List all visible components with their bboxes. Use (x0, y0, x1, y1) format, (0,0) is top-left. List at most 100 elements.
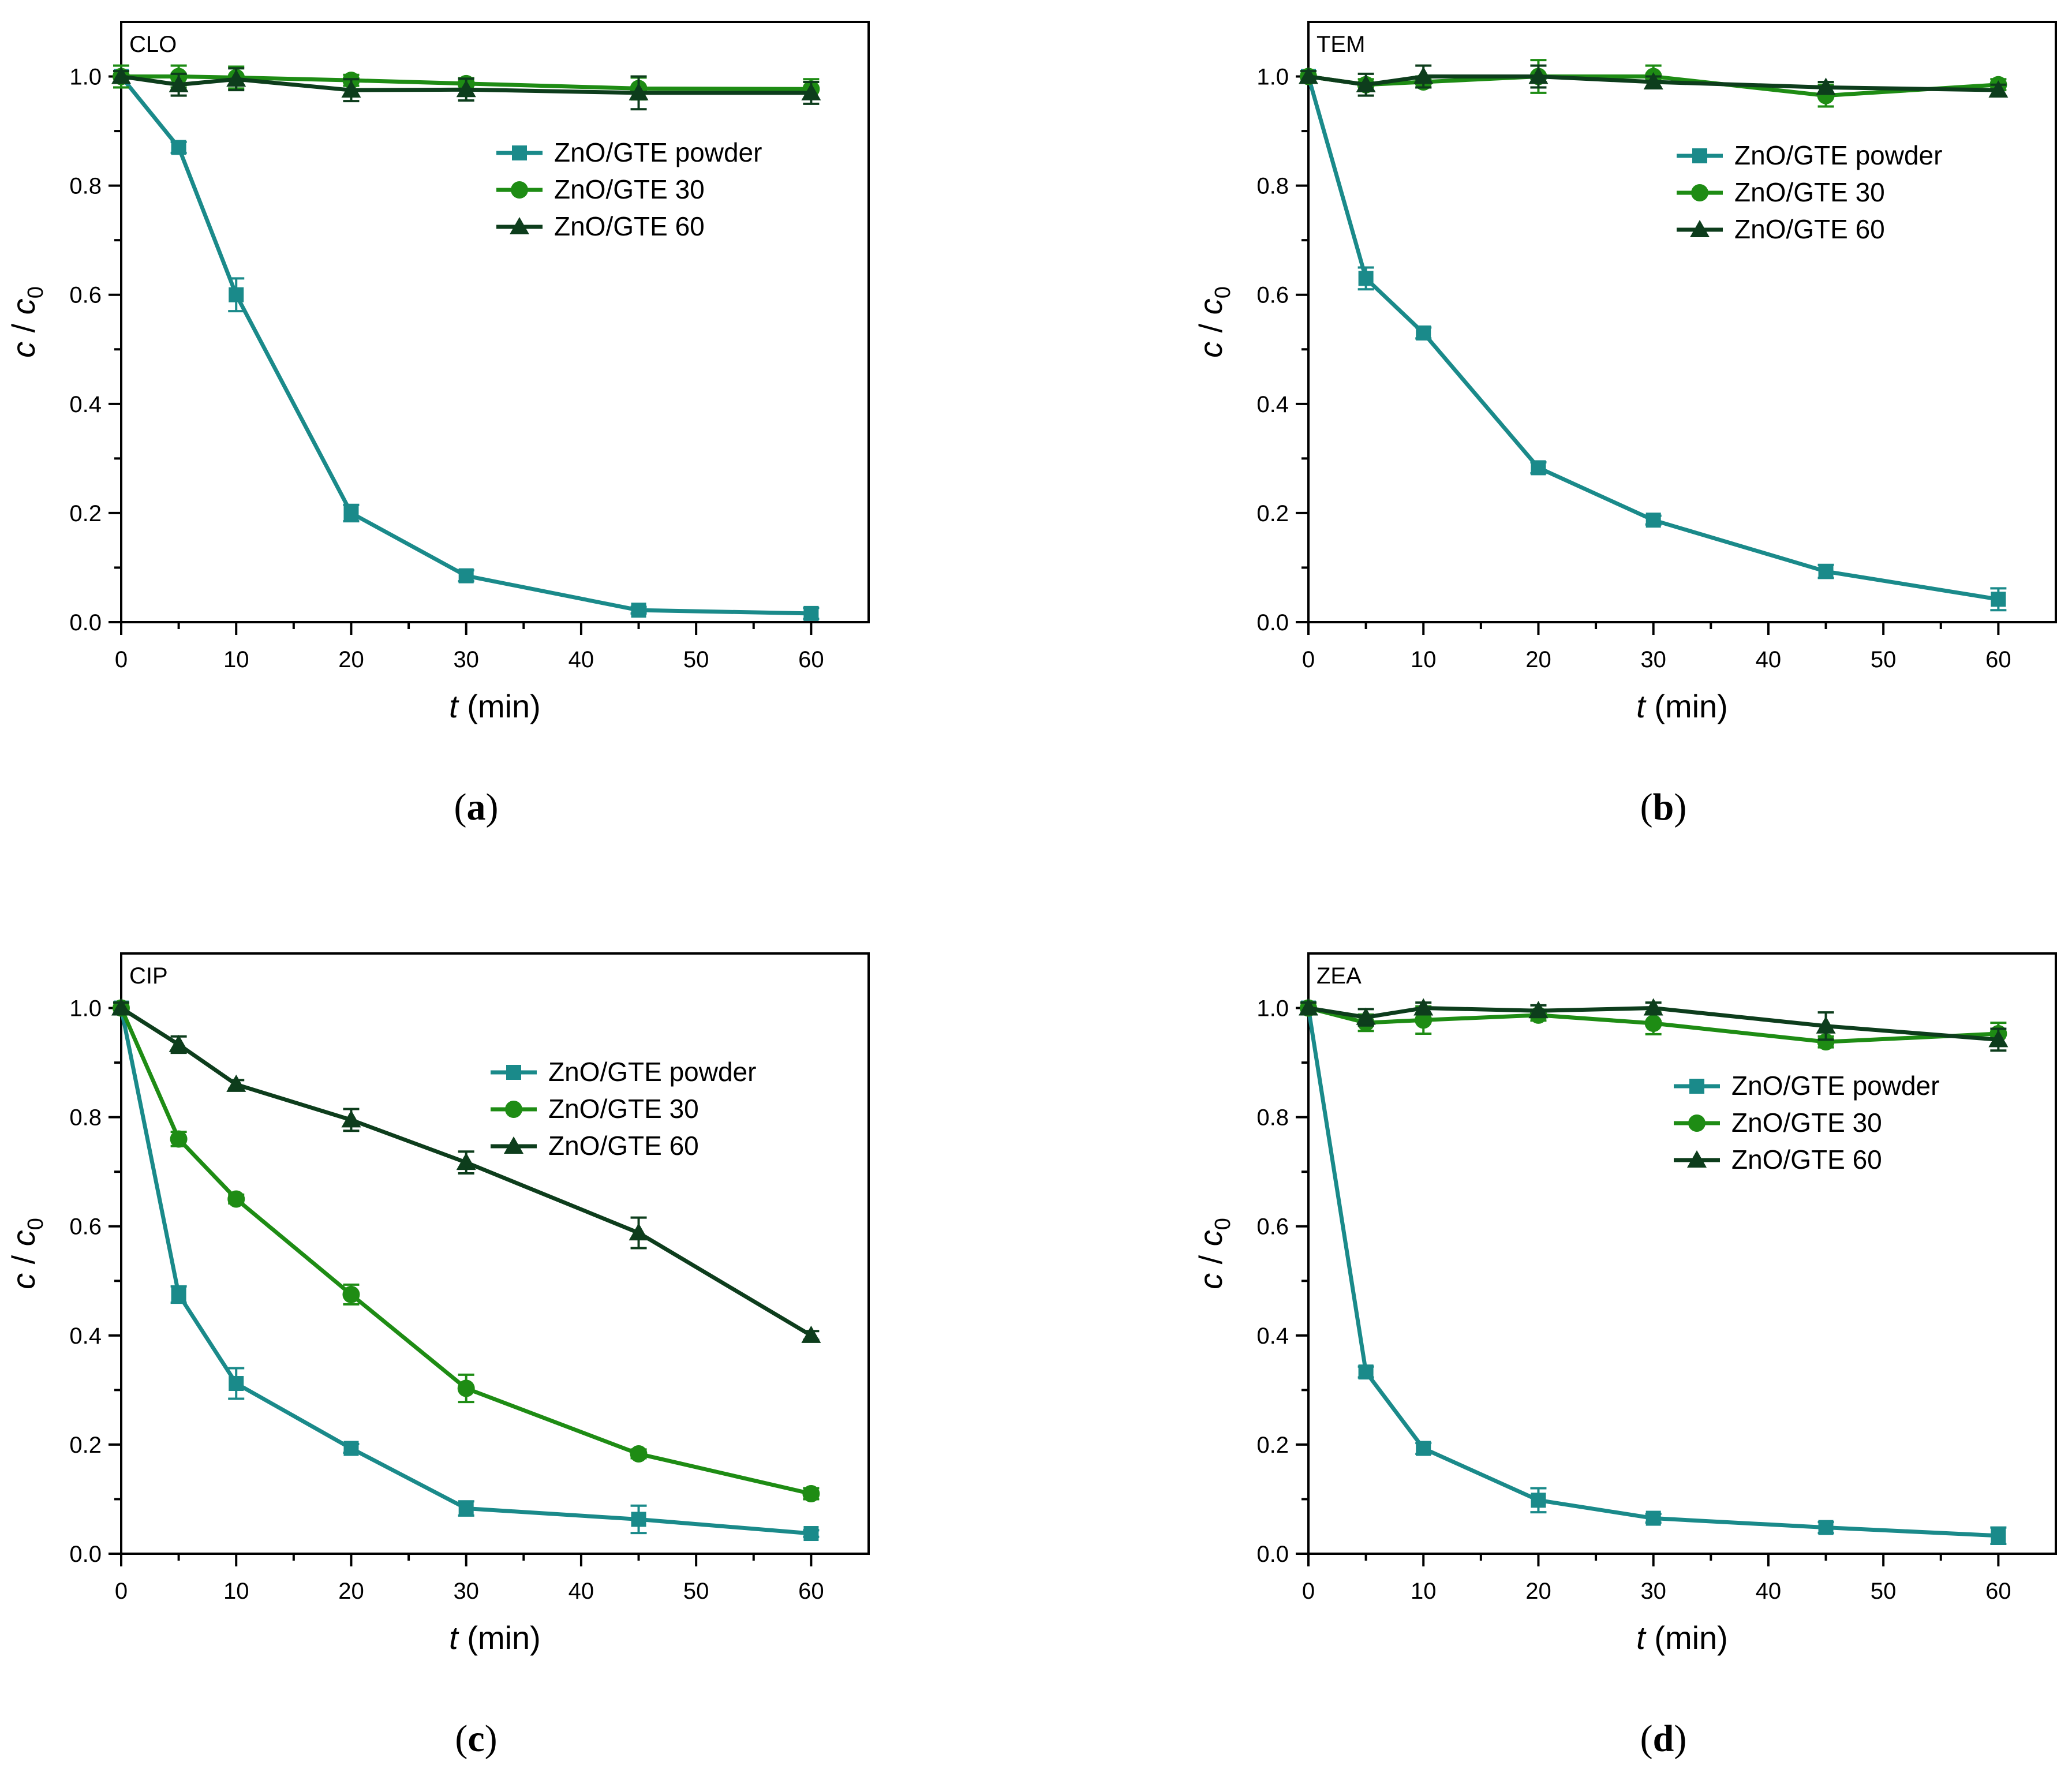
legend-entry: ZnO/GTE 30 (1674, 1108, 1882, 1138)
data-point (343, 1441, 359, 1456)
panel-caption-close: ) (485, 1718, 498, 1760)
y-axis-title-subscript: 0 (1211, 286, 1235, 298)
legend-swatch-marker (1690, 220, 1710, 237)
y-tick-label: 0.6 (69, 283, 102, 308)
y-axis-title-c0: c (1192, 298, 1229, 315)
legend-swatch-marker (1689, 1079, 1704, 1094)
panel-caption: (a) (454, 786, 499, 828)
data-point (456, 1153, 476, 1170)
panel-caption: (d) (1640, 1718, 1687, 1760)
panel-caption-letter: c (467, 1718, 484, 1760)
x-axis-title-unit: (min) (458, 688, 541, 724)
legend-entry: ZnO/GTE 30 (491, 1094, 699, 1124)
data-point (1643, 72, 1663, 89)
legend-swatch-marker (512, 145, 527, 160)
data-point (1817, 1033, 1835, 1051)
x-tick-label: 20 (1525, 647, 1551, 672)
data-point (1358, 1364, 1374, 1380)
plot-frame (120, 952, 870, 1555)
data-point (229, 287, 244, 302)
panel-caption-close: ) (1674, 786, 1686, 828)
data-point (226, 1074, 246, 1092)
panel-caption-open: ( (1640, 1718, 1653, 1760)
y-axis-title-c: c (5, 1273, 42, 1289)
data-point (1816, 77, 1836, 95)
data-point (1988, 80, 2009, 98)
x-axis-title: t (min) (449, 688, 541, 724)
x-tick-label: 10 (223, 647, 249, 672)
legend-entry: ZnO/GTE 30 (1677, 177, 1885, 207)
y-tick-label: 0.8 (69, 174, 102, 199)
y-tick-label: 0.2 (69, 501, 102, 526)
data-point (1528, 1001, 1549, 1019)
x-tick-label: 40 (569, 647, 594, 672)
x-axis-title-unit: (min) (1645, 688, 1728, 724)
y-tick-label: 0.8 (69, 1105, 102, 1131)
legend-label: ZnO/GTE powder (548, 1057, 756, 1087)
data-point (631, 1512, 646, 1527)
y-axis-title-c: c (1192, 342, 1229, 358)
x-tick-label: 0 (1302, 647, 1315, 672)
chart-panel-b: 0 10 20 30 40 50 60 0.0 0.2 0.4 0.6 0.8 1.0 t (min) c … (1192, 21, 2057, 828)
legend-label: ZnO/GTE 60 (548, 1131, 699, 1161)
legend-entry: ZnO/GTE 60 (496, 211, 705, 241)
y-tick-label: 0.0 (69, 610, 102, 635)
y-tick-label: 0.6 (1256, 1214, 1289, 1240)
legend-entry: ZnO/GTE 30 (496, 174, 705, 204)
data-point (341, 80, 361, 98)
data-point (1416, 1441, 1431, 1456)
data-point (1643, 998, 1663, 1016)
data-point (1413, 998, 1434, 1016)
plot-frame (1307, 21, 2057, 623)
y-tick-label: 0.4 (69, 392, 102, 417)
legend-label: ZnO/GTE 60 (1731, 1145, 1882, 1175)
y-tick-label: 1.0 (69, 996, 102, 1022)
x-tick-label: 10 (1411, 647, 1437, 672)
legend-entry: ZnO/GTE powder (1677, 140, 1942, 170)
data-point (171, 1286, 186, 1302)
series-triangle (111, 66, 821, 111)
data-point (1645, 513, 1661, 528)
legend-label: ZnO/GTE powder (554, 137, 762, 167)
chart-panel-c: 0 10 20 30 40 50 60 0.0 0.2 0.4 0.6 0.8 1.0 t (min) c … (5, 952, 870, 1760)
y-tick-label: 0.4 (1256, 392, 1289, 417)
x-axis-title-var: t (449, 1620, 459, 1656)
y-tick-label: 0.4 (69, 1323, 102, 1349)
inset-label: CLO (129, 32, 177, 57)
x-axis-title: t (min) (449, 1620, 541, 1656)
x-tick-label: 50 (1871, 647, 1897, 672)
data-point (1991, 1528, 2006, 1543)
x-tick-label: 40 (569, 1579, 594, 1604)
x-tick-label: 10 (223, 1579, 249, 1604)
data-point (1818, 564, 1834, 579)
data-point (458, 1501, 474, 1516)
data-point (1528, 66, 1549, 84)
inset-label: ZEA (1316, 963, 1362, 989)
y-axis-title-subscript: 0 (1211, 1218, 1235, 1230)
x-tick-label: 20 (338, 1579, 364, 1604)
legend-swatch-marker (504, 1136, 523, 1154)
legend-entry: ZnO/GTE powder (1674, 1071, 1939, 1101)
y-axis-title-subscript: 0 (24, 286, 48, 298)
legend-swatch-marker (511, 181, 528, 199)
y-axis-title-sep: / (5, 315, 42, 342)
x-axis-title: t (min) (1636, 1620, 1728, 1656)
data-point (457, 1379, 475, 1397)
y-tick-label: 0.0 (1256, 1542, 1289, 1567)
y-tick-label: 0.2 (69, 1433, 102, 1458)
panel-caption-open: ( (455, 1718, 467, 1760)
y-axis-title: c / c0 (1192, 286, 1235, 358)
data-point (1299, 66, 1318, 84)
legend-label: ZnO/GTE 30 (548, 1094, 699, 1124)
panel-caption: (c) (455, 1718, 497, 1760)
x-tick-label: 30 (1640, 647, 1666, 672)
y-tick-label: 0.0 (1256, 610, 1289, 635)
y-tick-label: 1.0 (1256, 65, 1289, 90)
series-triangle (1299, 998, 2009, 1052)
y-axis-title-c0: c (1192, 1230, 1229, 1246)
data-point (458, 568, 474, 584)
y-axis-title-sep: / (1192, 1246, 1229, 1273)
x-tick-label: 50 (683, 647, 709, 672)
data-point (1645, 1510, 1661, 1526)
legend-entry: ZnO/GTE 60 (1674, 1145, 1882, 1175)
